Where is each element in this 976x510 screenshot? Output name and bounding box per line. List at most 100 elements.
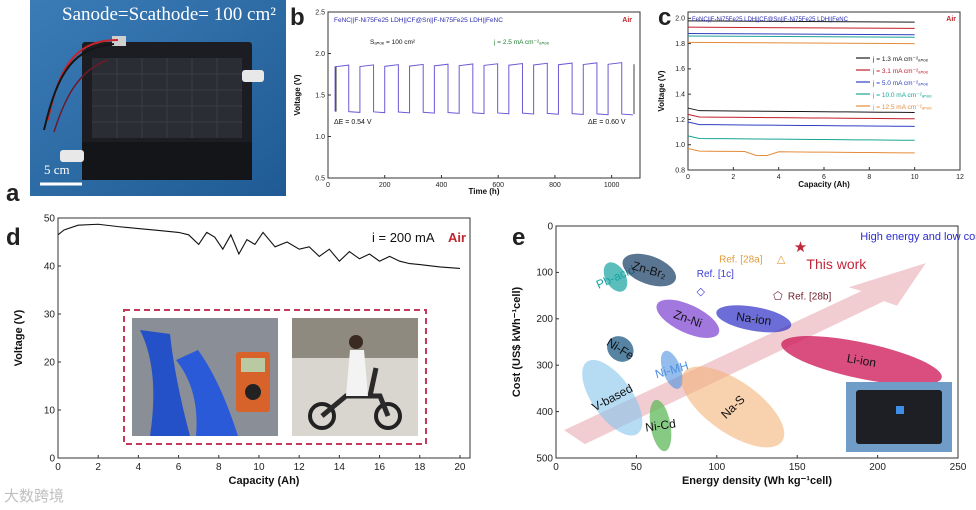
x-tick-label: 18 <box>414 462 426 473</box>
legend-entry: j = 1.3 mA cm⁻²ₐₙₒₑ <box>872 56 929 63</box>
area-annotation: Sₐₙₒₑ = 100 cm² <box>370 39 416 46</box>
discharge-curve <box>687 135 915 141</box>
technology-region <box>603 262 628 292</box>
technology-label: Li-ion <box>846 351 877 370</box>
scooter-wheel <box>308 402 336 430</box>
y-tick-label: 30 <box>44 309 56 320</box>
voltage-curve <box>57 223 460 269</box>
x-tick-label: 4 <box>136 462 142 473</box>
x-tick-label: 6 <box>176 462 182 473</box>
technology-region <box>781 336 942 386</box>
x-tick-label: 0 <box>686 174 690 181</box>
charge-curve <box>687 32 915 36</box>
panel-label-c: c <box>658 4 672 31</box>
y-tick-label: 1.4 <box>675 91 685 98</box>
current-annotation: i = 200 mA <box>372 230 435 245</box>
x-tick-label: 250 <box>950 462 967 473</box>
reference-marker: △ <box>777 253 786 265</box>
reference-marker: ◇ <box>696 286 705 298</box>
charge-curve <box>687 20 915 23</box>
y-tick-label: 0.8 <box>675 167 685 174</box>
legend-entry: j = 3.1 mA cm⁻²ₐₙₒₑ <box>872 68 929 75</box>
y-tick-label: 20 <box>44 357 56 368</box>
y-tick-label: 2.5 <box>315 9 325 16</box>
y-tick-label: 2.0 <box>675 16 685 23</box>
chart-d: 0 2 4 6 8 10 12 14 16 18 20 0 10 20 30 40 50 Capacity (Ah… <box>13 213 471 487</box>
chart-b: 0 200 400 600 800 1000 0.5 1.0 1.5 2.0 2.5 Time (h)… <box>293 9 641 196</box>
x-tick-label: 0 <box>326 182 330 189</box>
y-tick-label: 500 <box>536 453 553 464</box>
current-annotation: j = 2.5 mA cm⁻²ₐₙₒₑ <box>493 39 550 46</box>
charge-curve <box>687 26 915 29</box>
y-axis-label: Voltage (V) <box>657 70 666 112</box>
y-tick-label: 1.8 <box>675 41 685 48</box>
y-axis-label: Voltage (V) <box>293 74 302 116</box>
x-tick-label: 50 <box>631 462 643 473</box>
technology-region <box>622 253 677 287</box>
plot-frame <box>57 217 471 459</box>
x-tick-label: 14 <box>334 462 346 473</box>
x-tick-label: 12 <box>956 174 964 181</box>
scooter-wheel <box>374 402 402 430</box>
y-tick-label: 1.0 <box>315 134 325 141</box>
watermark: 大数跨境 <box>4 487 65 505</box>
glove-left <box>140 330 190 436</box>
inset-battery-device <box>856 390 942 444</box>
technology-region <box>660 350 683 389</box>
technology-region <box>681 366 785 448</box>
chart-e: 0 50 100 150 200 250 0 100 200 300 400 500 Energy de… <box>511 221 976 487</box>
chart-c-title: FeNC||F-Ni75Fe25 LDH||CF@Sn||F-Ni75Fe25 … <box>692 17 849 23</box>
panel-label-b: b <box>290 4 305 31</box>
technology-region <box>607 336 634 362</box>
atmosphere-label: Air <box>448 230 466 245</box>
legend-entry: j = 5.0 mA cm⁻²ₐₙₒₑ <box>872 80 929 87</box>
x-axis-label: Capacity (Ah) <box>798 180 850 189</box>
y-tick-label: 40 <box>44 261 56 272</box>
x-tick-label: 8 <box>216 462 222 473</box>
reference-label: Ref. [1c] <box>697 269 734 280</box>
discharge-curve <box>687 121 915 127</box>
rider-head <box>349 335 363 349</box>
technology-region <box>649 399 672 452</box>
x-axis-label: Energy density (Wh kg⁻¹cell) <box>682 475 832 487</box>
technology-region <box>582 359 643 436</box>
panel-label-d: d <box>6 224 21 251</box>
x-tick-label: 200 <box>869 462 886 473</box>
panel-label-e: e <box>512 224 526 251</box>
rider <box>346 350 368 396</box>
plot-frame <box>687 11 961 171</box>
x-tick-label: 8 <box>867 174 871 181</box>
y-tick-label: 50 <box>44 213 56 224</box>
y-tick-label: 1.5 <box>315 92 325 99</box>
x-axis-label: Capacity (Ah) <box>229 475 300 487</box>
scale-bar-label: 5 cm <box>44 162 70 177</box>
y-tick-label: 400 <box>536 407 553 418</box>
improvement-arrow <box>564 263 926 445</box>
y-tick-label: 200 <box>536 314 553 325</box>
x-tick-label: 20 <box>454 462 466 473</box>
discharge-curve <box>687 107 915 113</box>
y-tick-label: 1.6 <box>675 66 685 73</box>
x-tick-label: 800 <box>549 182 561 189</box>
chart-b-title: FeNC||F-Ni75Fe25 LDH||CF@Sn||F-Ni75Fe25 … <box>334 17 503 24</box>
x-tick-label: 150 <box>789 462 806 473</box>
reference-label: Ref. [28b] <box>788 292 832 303</box>
x-tick-label: 12 <box>294 462 306 473</box>
x-tick-label: 100 <box>708 462 725 473</box>
y-tick-label: 300 <box>536 361 553 372</box>
y-axis-label: Voltage (V) <box>13 309 25 366</box>
chart-c: 0 2 4 6 8 10 12 0.8 1.0 1.2 1.4 1.6 1.8 2.0 Capacity (… <box>657 11 964 189</box>
panel-a: Sanode=Scathode= 100 cm² 5 cm <box>0 0 286 196</box>
reference-label: Ref. [28a] <box>719 254 763 265</box>
technology-region <box>716 305 792 333</box>
this-work-marker: ★ <box>794 239 807 256</box>
y-tick-label: 100 <box>536 268 553 279</box>
y-tick-label: 2.0 <box>315 51 325 58</box>
x-tick-label: 6 <box>822 174 826 181</box>
arrow-label: High energy and low cost <box>860 231 976 243</box>
y-tick-label: 1.2 <box>675 117 685 124</box>
charge-curve <box>687 35 915 38</box>
atmosphere-label: Air <box>946 16 956 23</box>
x-tick-label: 0 <box>553 462 559 473</box>
device-photo <box>30 0 286 196</box>
